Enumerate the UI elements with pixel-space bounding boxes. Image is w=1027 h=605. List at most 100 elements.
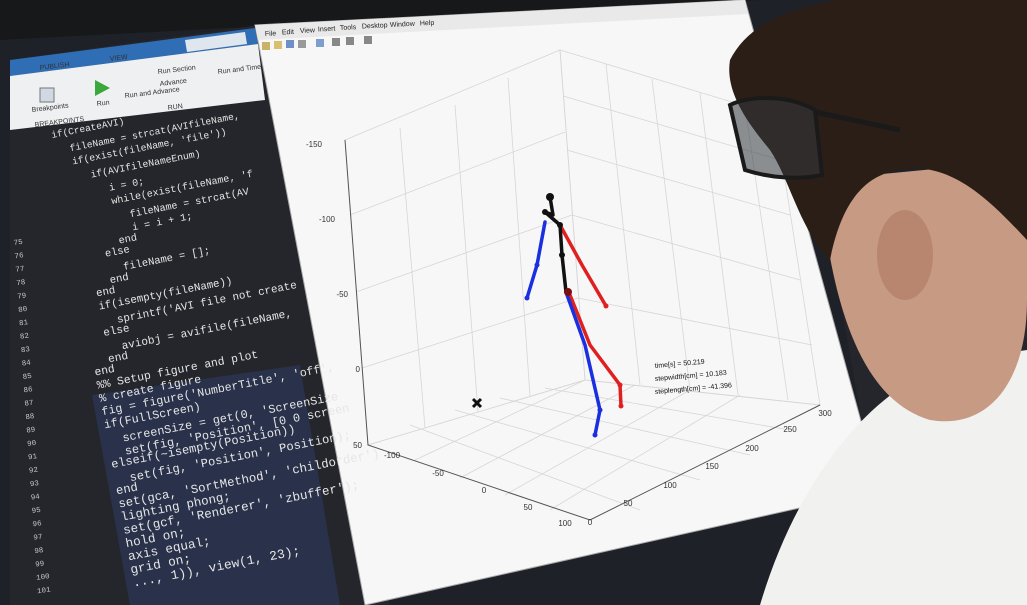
toolbar <box>262 36 372 50</box>
toolbar-icon <box>316 39 324 47</box>
ear <box>877 210 933 300</box>
line-number: 98 <box>34 547 44 556</box>
ribbon-group: RUN <box>167 103 183 112</box>
line-number: 91 <box>28 453 39 462</box>
line-number: 94 <box>30 493 41 502</box>
line-number: 81 <box>19 319 30 328</box>
ribbon-button: Run Section <box>157 64 196 76</box>
z-tick-label: -100 <box>319 215 336 224</box>
joint <box>603 303 609 309</box>
z-tick-label: -150 <box>306 140 323 149</box>
joint <box>592 432 598 438</box>
code-line: else <box>102 323 130 340</box>
marker-cross <box>471 397 483 409</box>
line-number: 92 <box>29 467 39 476</box>
code-line: end <box>118 232 138 247</box>
ribbon-button: Breakpoints <box>31 102 69 114</box>
joint <box>534 262 540 268</box>
toolbar-icon <box>262 42 270 50</box>
line-number: 101 <box>37 587 52 597</box>
code-line: end <box>107 351 129 367</box>
line-number: 100 <box>36 573 51 583</box>
line-number: 80 <box>18 306 29 315</box>
z-tick-label: 50 <box>353 441 362 450</box>
active-tab <box>185 32 247 52</box>
code-line: end <box>95 285 116 300</box>
x-tick-label: 50 <box>524 503 533 512</box>
figure-menubar <box>255 0 748 40</box>
ribbon-tab: PUBLISH <box>39 61 70 72</box>
code-line: end <box>109 272 130 287</box>
line-number: 77 <box>15 266 25 275</box>
joint <box>618 403 624 409</box>
line-number: 79 <box>17 292 27 301</box>
line-number: 88 <box>25 413 35 422</box>
run-icon <box>95 80 110 96</box>
line-number: 99 <box>35 560 45 569</box>
toolbar-icon <box>332 38 340 46</box>
menu-item: Tools <box>340 24 357 32</box>
menu-item: Insert <box>318 26 336 34</box>
code-line: end <box>94 364 116 380</box>
z-tick-label: -50 <box>336 290 348 299</box>
right-leg <box>568 293 623 408</box>
joints <box>524 193 624 438</box>
menu-item: Desktop <box>362 22 388 30</box>
x-tick-label: 100 <box>558 519 572 528</box>
joint <box>557 222 563 228</box>
y-tick-label: 100 <box>663 481 677 490</box>
annotation-line: time[s] = 50.219 <box>655 359 706 370</box>
line-number: 75 <box>13 239 24 248</box>
hair <box>729 0 1027 260</box>
menu-item: Help <box>420 20 435 28</box>
x-tick-label: 0 <box>482 486 487 495</box>
joint <box>597 407 603 413</box>
menu-item: View <box>300 27 316 35</box>
editor-section <box>92 365 340 605</box>
toolbar-icon <box>298 40 306 48</box>
line-number: 84 <box>21 359 32 368</box>
breakpoint-icon <box>39 87 55 103</box>
joint <box>524 295 530 301</box>
code-line: end <box>115 480 139 498</box>
y-tick-label: 150 <box>705 462 719 471</box>
joint <box>546 193 554 201</box>
left-leg <box>564 290 602 437</box>
ribbon-tab: VIEW <box>109 54 128 63</box>
line-number: 87 <box>24 400 34 409</box>
glasses-arm <box>814 109 901 133</box>
code-line: else <box>104 244 131 261</box>
ribbon-button: Advance <box>159 78 187 88</box>
spine <box>543 195 568 294</box>
x-tick-label: -100 <box>384 451 401 460</box>
line-number: 93 <box>30 480 41 489</box>
face <box>820 160 1027 422</box>
joint <box>559 252 565 258</box>
axis-line <box>344 139 821 521</box>
y-tick-label: 250 <box>783 425 797 434</box>
glasses <box>727 96 825 180</box>
ribbon <box>10 44 265 130</box>
joint <box>617 382 623 388</box>
line-number: 90 <box>27 440 38 449</box>
line-number: 96 <box>32 520 43 529</box>
line-number: 85 <box>22 373 33 382</box>
line-number: 76 <box>14 252 25 261</box>
line-number: 86 <box>23 386 34 395</box>
toolbar-icon <box>286 40 294 48</box>
y-tick-label: 0 <box>588 518 593 527</box>
y-tick-label: 200 <box>745 444 759 453</box>
line-number: 89 <box>26 426 36 435</box>
right-arm <box>558 223 608 308</box>
toolbar-icon <box>364 36 372 44</box>
toolbar-icon <box>346 37 354 45</box>
y-tick-label: 50 <box>624 499 633 508</box>
toolbar-icon <box>274 41 282 49</box>
line-number: 95 <box>31 507 42 516</box>
x-tick-label: -50 <box>432 469 444 478</box>
joint <box>564 288 572 296</box>
line-number: 78 <box>16 279 26 288</box>
menu-item: File <box>265 30 277 38</box>
